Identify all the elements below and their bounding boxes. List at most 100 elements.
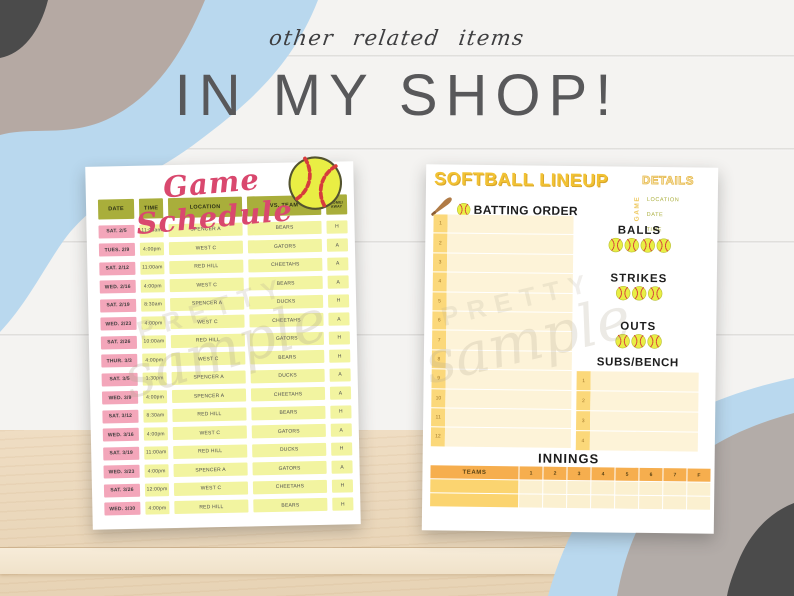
subs-row: 1 <box>576 371 699 392</box>
batting-blank-line <box>447 233 574 254</box>
desk-edge <box>0 548 794 574</box>
innings-header-cell: 5 <box>615 467 639 481</box>
batting-slot-number: 6 <box>432 311 447 330</box>
schedule-cell: WEST C <box>170 314 245 330</box>
softball-count-row <box>577 285 701 302</box>
batting-slot-number: 7 <box>431 330 447 350</box>
schedule-cell: A <box>328 312 350 326</box>
schedule-cell: 11:00am <box>144 445 169 460</box>
schedule-cell: 4:00pm <box>142 390 168 404</box>
schedule-date-cell: WED. 3/16 <box>102 427 139 442</box>
bat-icon <box>428 192 456 225</box>
batting-row: 2 <box>433 233 574 254</box>
innings-blank-cell <box>639 495 663 510</box>
innings-blank-cell <box>615 481 639 495</box>
schedule-cell: 4:00pm <box>140 279 165 293</box>
batting-slot-number: 11 <box>431 408 446 427</box>
schedule-cell: WEST C <box>172 425 247 441</box>
schedule-cell: H <box>332 497 354 511</box>
detail-field-label: DATE <box>646 211 664 219</box>
innings-blank-cell <box>687 496 711 510</box>
innings-header-cell: 6 <box>639 467 663 482</box>
innings-blank-cell <box>639 481 663 496</box>
subs-slot-number: 4 <box>575 431 590 451</box>
innings-header-cell: 3 <box>567 466 591 481</box>
tagline: other related items <box>267 26 527 50</box>
schedule-table: DATE TIME LOCATION VS. TEAM HOME/ AWAY SAT. 2… <box>97 194 354 516</box>
innings-blank-cell <box>519 480 543 494</box>
batting-slot-number: 3 <box>432 253 448 272</box>
softball-icon <box>656 238 671 253</box>
schedule-date-cell: SAT. 3/12 <box>102 409 139 424</box>
schedule-cell: WEST C <box>168 240 244 256</box>
schedule-date-cell: WED. 3/30 <box>104 501 141 516</box>
subs-slot-number: 2 <box>576 391 591 411</box>
game-schedule-sheet: Game Schedule DATE TIME LOCATION VS. TEAM HO… <box>85 156 361 530</box>
softball-icon <box>630 334 646 349</box>
softball-count-row <box>577 237 701 254</box>
schedule-date-cell: SAT. 2/19 <box>100 298 137 313</box>
schedule-cell: RED HILL <box>170 333 246 348</box>
schedule-cell: 4:00pm <box>139 242 165 256</box>
lineup-title: SOFTBALL LINEUP <box>433 168 609 191</box>
softball-icon <box>624 238 639 253</box>
schedule-cell: DUCKS <box>252 442 327 457</box>
batting-row: 10 <box>431 388 572 409</box>
softball-icon <box>615 285 630 301</box>
schedule-cell: 4:00pm <box>145 501 170 515</box>
schedule-cell: BEARS <box>253 497 328 513</box>
schedule-cell: DUCKS <box>248 294 324 309</box>
softball-count-row <box>576 333 700 350</box>
schedule-cell: DUCKS <box>250 368 325 383</box>
innings-blank-cell <box>543 494 567 508</box>
schedule-cell: GATORS <box>249 331 324 346</box>
counter-label: STRIKES <box>610 272 668 286</box>
wall-seam <box>0 55 794 58</box>
detail-field-label: LOCATION <box>646 196 680 204</box>
innings-blank-cell <box>567 494 591 509</box>
schedule-date-cell: WED. 3/23 <box>103 464 140 479</box>
schedule-cell: RED HILL <box>169 259 244 274</box>
batting-row: 8 <box>431 350 572 371</box>
wall-seam <box>0 148 794 151</box>
batting-row: 4 <box>432 272 573 293</box>
page-title: IN MY SHOP! <box>174 63 620 128</box>
batting-blank-line <box>445 369 572 390</box>
batting-row: 5 <box>432 291 573 312</box>
subs-slot-number: 1 <box>576 371 591 391</box>
batting-slot-number: 12 <box>430 427 446 447</box>
innings-blank-cell <box>663 496 687 510</box>
innings-blank-cell <box>567 480 591 495</box>
schedule-cell: CHEETAHS <box>249 312 324 328</box>
game-label: GAME <box>633 195 641 222</box>
batting-row: 1 <box>433 214 574 235</box>
schedule-cell: RED HILL <box>174 499 249 515</box>
schedule-cell: A <box>329 386 352 400</box>
schedule-cell: H <box>330 404 352 419</box>
batting-row: 11 <box>431 408 572 429</box>
schedule-cell: GATORS <box>251 423 326 439</box>
schedule-date-cell: WED. 3/9 <box>101 390 139 405</box>
counter-label: BALLS <box>617 224 662 238</box>
schedule-cell: CHEETAHS <box>248 257 323 272</box>
innings-blank-cell <box>591 495 615 509</box>
schedule-date-cell: TUES. 2/9 <box>98 242 136 257</box>
innings-blank-cell <box>615 495 639 509</box>
batting-slot-number: 2 <box>433 233 448 253</box>
subs-blank-line <box>589 431 698 452</box>
schedule-cell: SPENCER A <box>169 296 245 311</box>
batting-blank-line <box>447 214 574 235</box>
schedule-cell: H <box>327 293 350 308</box>
schedule-cell: 4:00pm <box>144 464 169 478</box>
schedule-cell: A <box>327 275 349 289</box>
schedule-cell: CHEETAHS <box>250 386 326 402</box>
batting-blank-line <box>446 311 573 332</box>
innings-blank-cell <box>687 482 711 496</box>
batting-blank-line <box>445 408 572 429</box>
batting-row: 7 <box>431 330 573 351</box>
subs-row: 2 <box>576 391 699 412</box>
innings-team-cell <box>430 493 519 508</box>
schedule-cell: H <box>331 441 353 456</box>
